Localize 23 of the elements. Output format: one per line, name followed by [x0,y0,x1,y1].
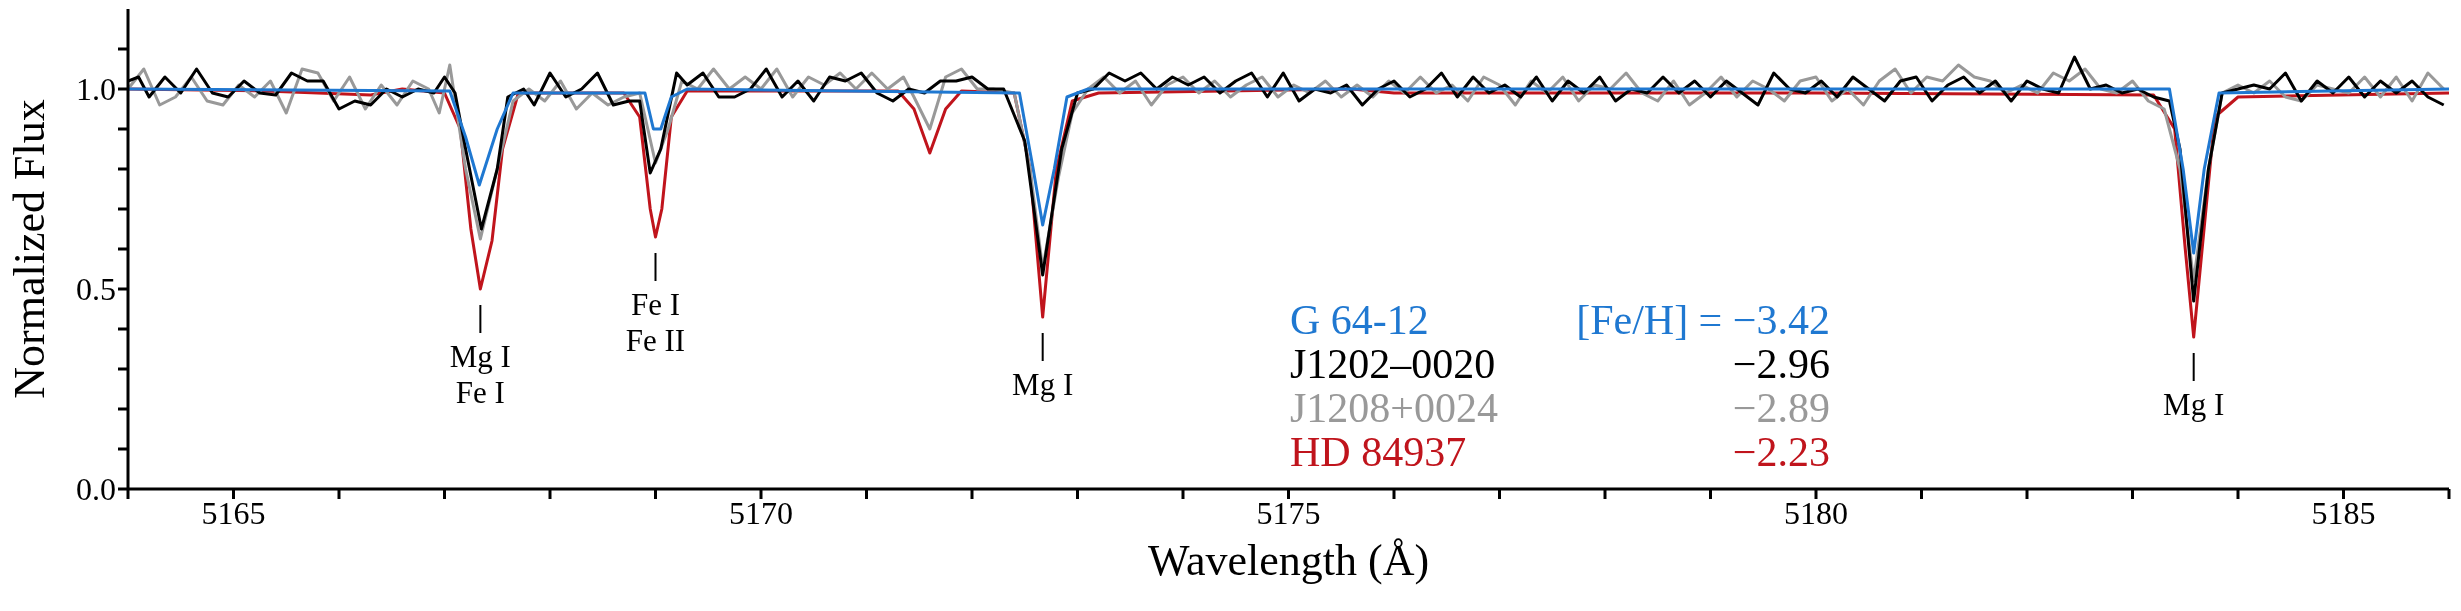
x-tick-label: 5165 [201,494,266,531]
text: J1202–0020 [1290,341,1496,387]
y-tick-label: 0.5 [76,271,116,308]
y-tick-label: 1.0 [76,71,116,108]
annotation: −2.96 [1732,341,1830,387]
y-axis-title: Normalized Flux [5,99,54,399]
x-tick-label: 5180 [1784,494,1848,531]
text: HD 84937 [1290,429,1467,475]
annotation: Mg I Fe I [449,339,511,410]
text: G 64-12 [1290,297,1429,343]
x-axis-title: Wavelength (Å) [1147,536,1430,585]
x-tick-label: 5170 [729,494,793,531]
annotation: Mg I [1012,367,1074,402]
line-series [128,87,2449,255]
annotation: −2.23 [1732,429,1830,475]
text: J1208+0024 [1290,385,1499,431]
annotation: [Fe/H] = −3.42 [1576,297,1830,343]
annotation: Fe I Fe II [625,287,686,358]
x-tick-label: 5175 [1256,494,1321,531]
x-tick-label: 5185 [2311,494,2376,531]
annotation: Mg I [2163,387,2225,422]
annotation: −2.89 [1732,385,1830,431]
y-tick-label: 0.0 [76,471,116,508]
